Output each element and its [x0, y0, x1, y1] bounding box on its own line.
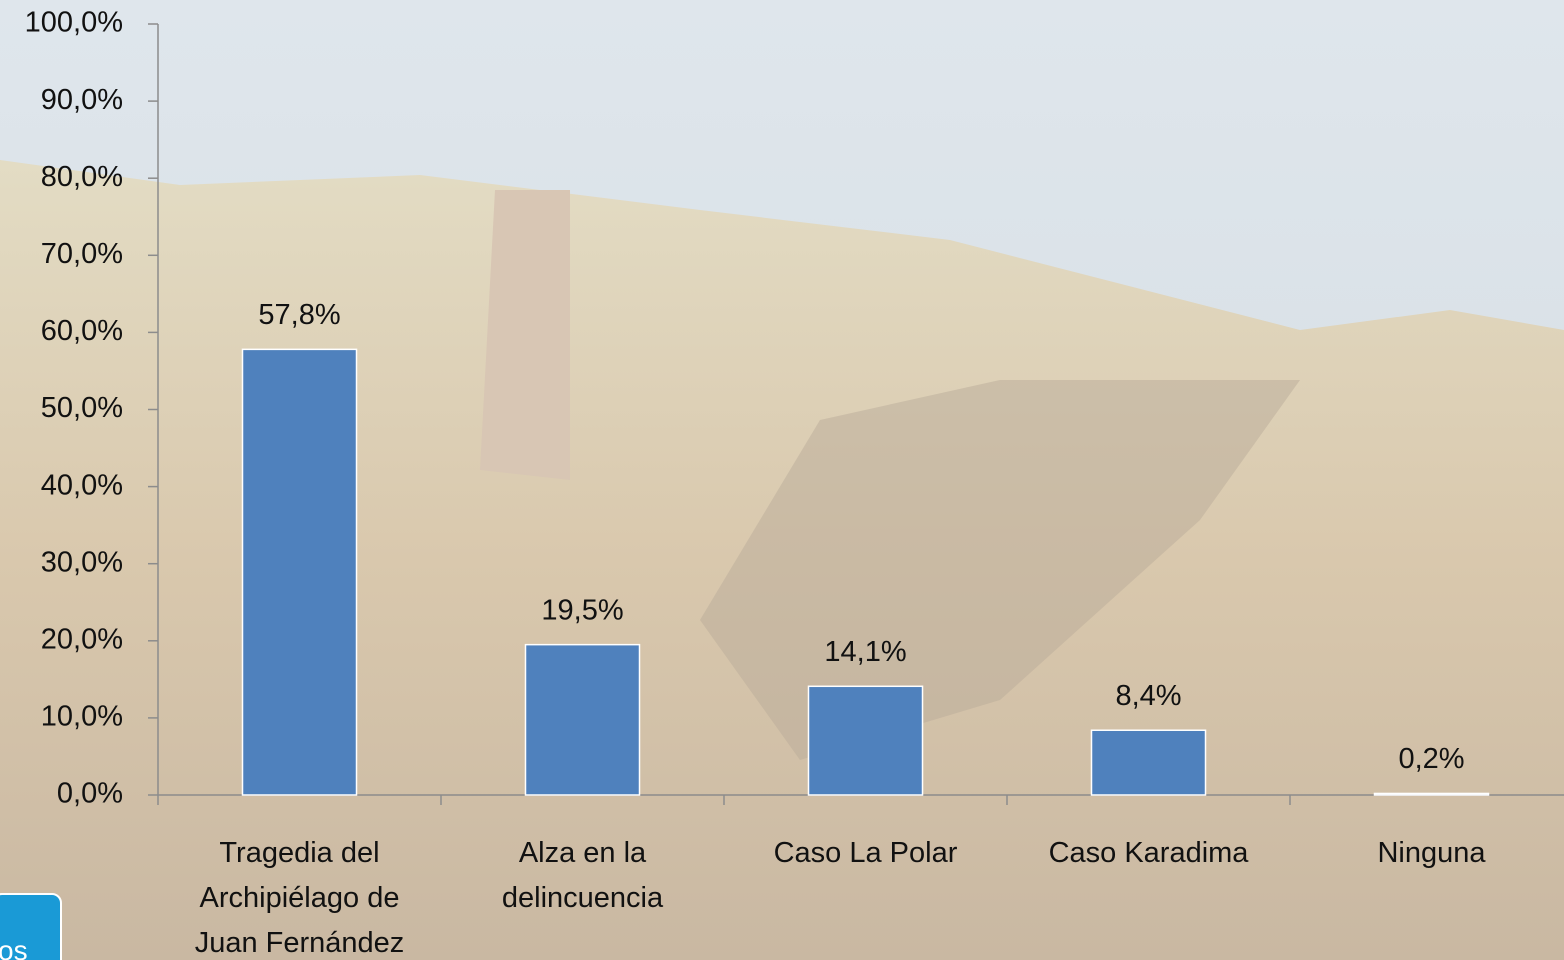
value-label: 57,8% — [258, 299, 340, 331]
y-tick-label: 20,0% — [41, 623, 123, 655]
x-tick-label: Caso La Polar — [773, 837, 958, 869]
bar — [1373, 792, 1490, 796]
x-tick-label: Ninguna — [1377, 837, 1486, 869]
y-tick-label: 80,0% — [41, 161, 123, 193]
bar — [1090, 729, 1207, 796]
value-label: 19,5% — [541, 594, 623, 626]
background-runway — [480, 190, 570, 480]
y-tick-label: 0,0% — [57, 778, 123, 810]
y-tick-label: 50,0% — [41, 392, 123, 424]
bar — [807, 685, 924, 796]
y-tick-label: 60,0% — [41, 315, 123, 347]
y-tick-label: 40,0% — [41, 469, 123, 501]
x-tick-label: Alza en la delincuencia — [501, 837, 664, 914]
y-tick-label: 70,0% — [41, 238, 123, 270]
value-label: 8,4% — [1115, 680, 1181, 712]
bar — [241, 348, 358, 796]
y-tick-label: 30,0% — [41, 546, 123, 578]
y-tick-label: 100,0% — [25, 7, 123, 39]
value-label: 14,1% — [824, 636, 906, 668]
x-tick-label: Caso Karadima — [1048, 837, 1249, 869]
bar — [524, 643, 641, 796]
y-tick-label: 10,0% — [41, 701, 123, 733]
x-tick-label: Tragedia del Archipiélago de Juan Fernán… — [194, 837, 405, 959]
value-label: 0,2% — [1398, 743, 1464, 775]
y-tick-label: 90,0% — [41, 84, 123, 116]
background-shadow — [700, 380, 1300, 760]
nav-button[interactable]: os — [0, 893, 62, 960]
